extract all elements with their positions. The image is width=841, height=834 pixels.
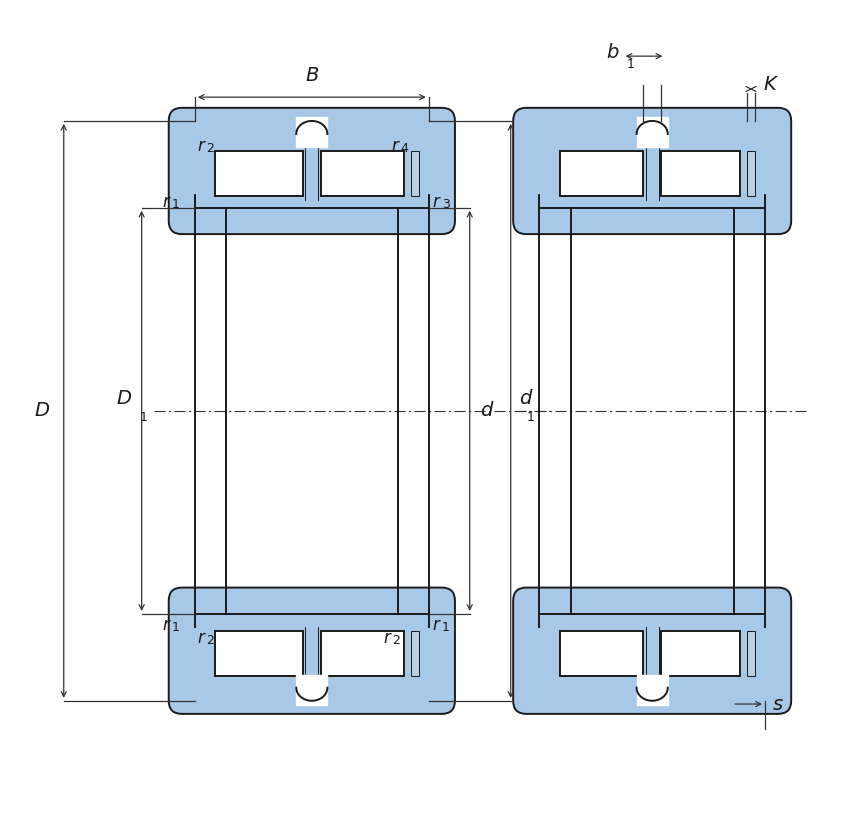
Bar — [410, 631, 419, 676]
Text: 2: 2 — [206, 143, 214, 155]
Text: 2: 2 — [393, 634, 400, 646]
Bar — [215, 631, 303, 676]
FancyBboxPatch shape — [169, 588, 455, 714]
Bar — [661, 151, 740, 196]
Polygon shape — [637, 675, 668, 705]
Text: r: r — [198, 629, 204, 646]
Bar — [747, 631, 755, 676]
Text: b: b — [606, 43, 619, 62]
Bar — [560, 151, 643, 196]
FancyBboxPatch shape — [513, 588, 791, 714]
Text: K: K — [764, 75, 776, 94]
Bar — [560, 631, 643, 676]
Text: r: r — [433, 616, 440, 635]
Text: 3: 3 — [442, 198, 450, 211]
Polygon shape — [637, 117, 668, 147]
Polygon shape — [296, 675, 327, 705]
Bar — [321, 151, 404, 196]
Text: d: d — [480, 401, 493, 420]
Text: r: r — [198, 137, 204, 154]
Text: r: r — [433, 193, 440, 211]
FancyBboxPatch shape — [169, 108, 455, 234]
FancyBboxPatch shape — [513, 108, 791, 234]
Text: d: d — [519, 389, 532, 408]
Polygon shape — [296, 117, 327, 147]
Text: 2: 2 — [206, 634, 214, 646]
Text: 1: 1 — [140, 411, 147, 424]
Text: r: r — [162, 616, 169, 635]
Text: D: D — [34, 401, 49, 420]
Text: r: r — [162, 193, 169, 211]
Bar — [747, 151, 755, 196]
Text: 1: 1 — [172, 198, 179, 211]
Text: 1: 1 — [172, 621, 179, 634]
Text: 4: 4 — [401, 143, 409, 155]
Text: 1: 1 — [442, 621, 450, 634]
Bar — [215, 151, 303, 196]
Text: s: s — [773, 695, 783, 714]
Text: B: B — [305, 66, 319, 85]
Text: 1: 1 — [627, 58, 635, 71]
Bar — [410, 151, 419, 196]
Bar — [321, 631, 404, 676]
Text: r: r — [392, 137, 399, 154]
Text: r: r — [383, 629, 390, 646]
Bar — [661, 631, 740, 676]
Text: 1: 1 — [527, 411, 535, 424]
Text: D: D — [116, 389, 131, 408]
